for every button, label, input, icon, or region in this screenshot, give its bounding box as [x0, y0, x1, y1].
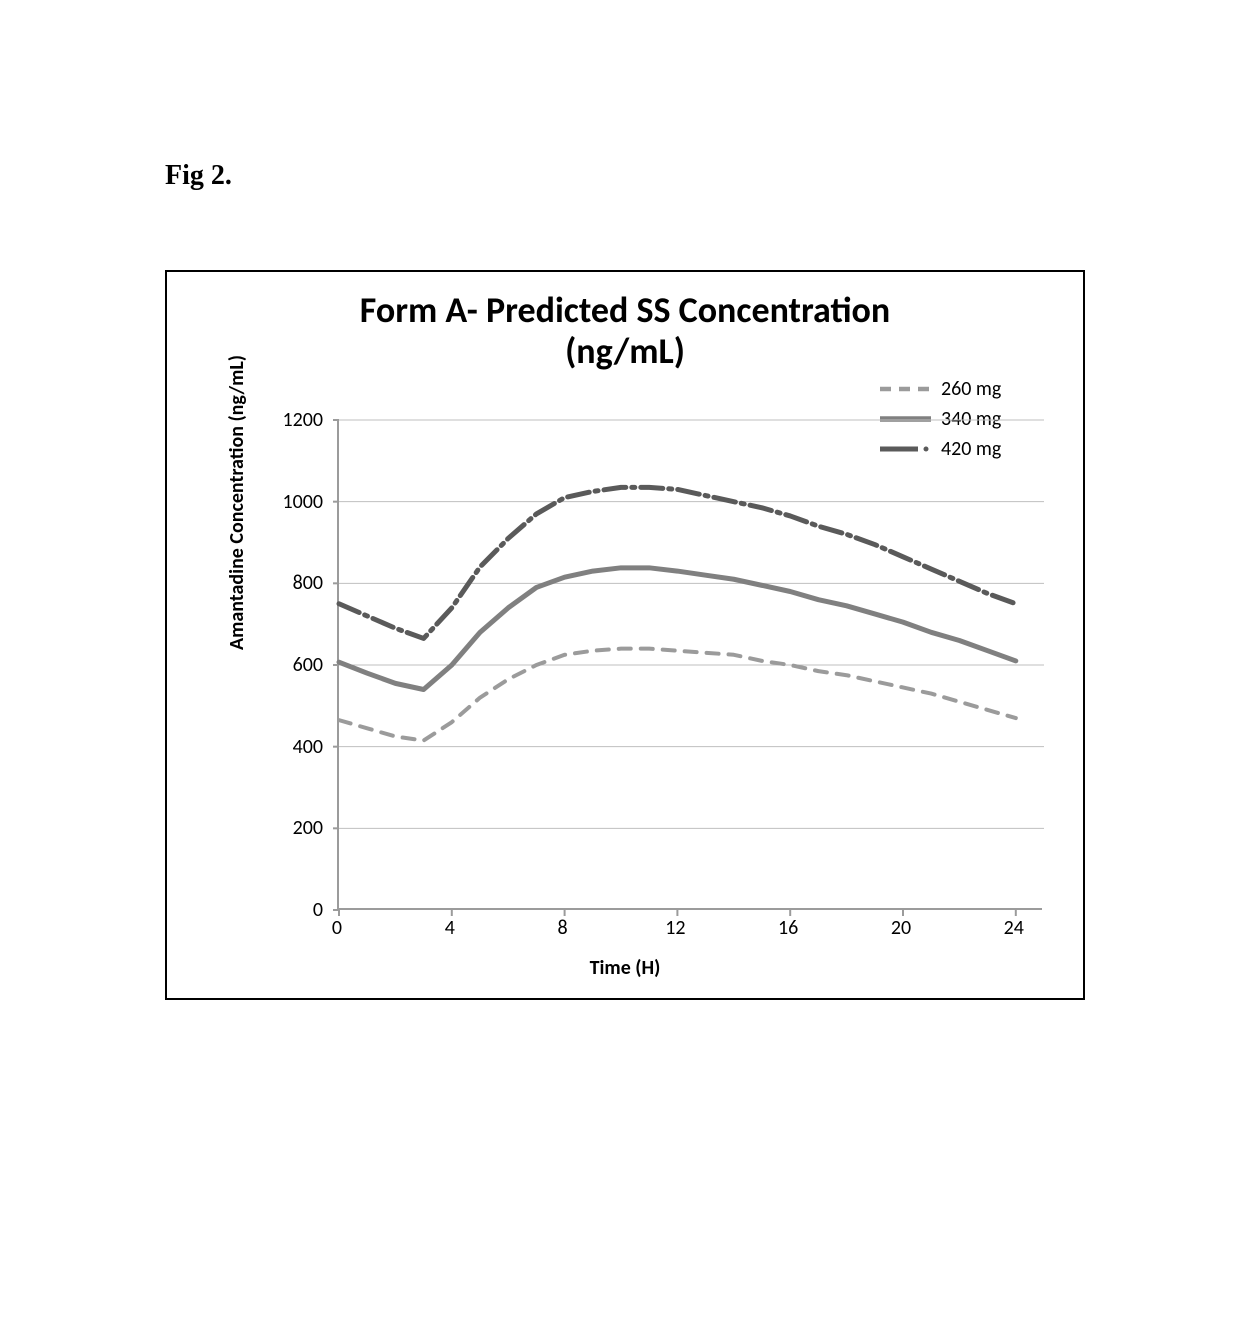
- y-tick-label: 1000: [282, 490, 323, 514]
- legend-item-260: 260 mg: [878, 377, 1043, 401]
- y-tick-label: 600: [293, 653, 323, 677]
- plot-area: [337, 420, 1042, 910]
- page: Fig 2. Form A- Predicted SS Concentratio…: [0, 0, 1240, 1337]
- x-tick-label: 24: [999, 916, 1029, 940]
- chart-title: Form A- Predicted SS Concentration (ng/m…: [167, 290, 1083, 373]
- plot-svg: [331, 418, 1052, 920]
- x-tick-label: 20: [886, 916, 916, 940]
- chart-title-line2: (ng/mL): [565, 329, 685, 373]
- x-axis-label: Time (H): [167, 956, 1083, 980]
- x-tick-label: 8: [548, 916, 578, 940]
- figure-label: Fig 2.: [165, 160, 232, 192]
- x-tick-label: 16: [773, 916, 803, 940]
- legend-label-260: 260 mg: [941, 377, 1001, 401]
- x-tick-label: 4: [435, 916, 465, 940]
- y-tick-label: 200: [293, 816, 323, 840]
- chart-title-line1: Form A- Predicted SS Concentration: [360, 288, 890, 332]
- x-tick-label: 12: [660, 916, 690, 940]
- y-tick-label: 400: [293, 735, 323, 759]
- x-tick-label: 0: [322, 916, 352, 940]
- y-tick-label: 800: [293, 571, 323, 595]
- y-tick-label: 1200: [282, 408, 323, 432]
- chart-container: Form A- Predicted SS Concentration (ng/m…: [165, 270, 1085, 1000]
- legend-swatch-260: [878, 377, 933, 401]
- y-axis-label: Amantadine Concentration (ng/mL): [225, 355, 249, 650]
